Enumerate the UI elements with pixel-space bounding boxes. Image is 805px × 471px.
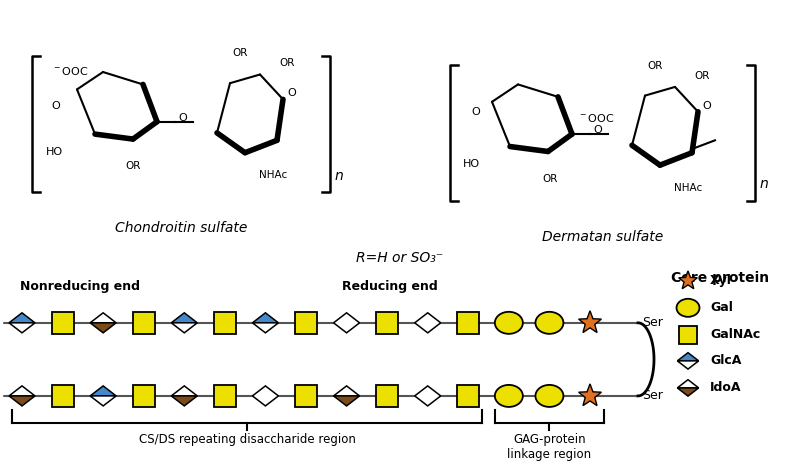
FancyBboxPatch shape (376, 312, 398, 334)
Ellipse shape (495, 385, 523, 407)
Text: Chondroitin sulfate: Chondroitin sulfate (115, 221, 247, 235)
Text: Ser: Ser (642, 317, 663, 329)
Text: OR: OR (233, 49, 248, 58)
Polygon shape (679, 271, 697, 289)
Text: GalNAc: GalNAc (710, 328, 760, 341)
Polygon shape (90, 386, 116, 396)
Text: n: n (335, 169, 344, 183)
FancyBboxPatch shape (295, 312, 317, 334)
FancyBboxPatch shape (214, 312, 236, 334)
FancyBboxPatch shape (376, 385, 398, 407)
FancyBboxPatch shape (133, 312, 155, 334)
Text: R=H or SO₃⁻: R=H or SO₃⁻ (357, 251, 444, 265)
Polygon shape (677, 380, 699, 388)
Text: OR: OR (279, 58, 295, 68)
Polygon shape (9, 323, 35, 333)
Text: OR: OR (694, 71, 710, 81)
FancyBboxPatch shape (457, 312, 479, 334)
FancyBboxPatch shape (133, 385, 155, 407)
Polygon shape (171, 323, 197, 333)
Polygon shape (253, 386, 279, 406)
Text: O: O (593, 125, 602, 135)
Text: Reducing end: Reducing end (342, 280, 438, 293)
Text: NHAc: NHAc (674, 183, 702, 193)
Ellipse shape (535, 312, 564, 334)
Polygon shape (253, 313, 279, 323)
Polygon shape (333, 396, 360, 406)
FancyBboxPatch shape (457, 385, 479, 407)
FancyBboxPatch shape (295, 385, 317, 407)
Text: O: O (471, 107, 480, 117)
Polygon shape (9, 313, 35, 323)
Text: O: O (287, 88, 295, 98)
Polygon shape (171, 396, 197, 406)
Polygon shape (415, 313, 440, 333)
Text: OR: OR (542, 174, 557, 184)
Polygon shape (677, 361, 699, 369)
Text: Xyl: Xyl (710, 274, 732, 287)
FancyBboxPatch shape (52, 312, 73, 334)
Polygon shape (677, 388, 699, 396)
Polygon shape (171, 386, 197, 396)
FancyBboxPatch shape (214, 385, 236, 407)
Text: Core protein: Core protein (671, 271, 769, 285)
Polygon shape (253, 323, 279, 333)
Polygon shape (333, 386, 360, 396)
Text: O: O (702, 100, 711, 111)
FancyBboxPatch shape (52, 385, 73, 407)
Text: CS/DS repeating disaccharide region: CS/DS repeating disaccharide region (138, 433, 356, 446)
Polygon shape (579, 311, 601, 333)
Text: O: O (52, 100, 60, 111)
Text: OR: OR (647, 61, 663, 71)
Polygon shape (9, 396, 35, 406)
Polygon shape (90, 323, 116, 333)
Text: NHAc: NHAc (259, 170, 287, 180)
Text: Ser: Ser (642, 390, 663, 402)
Text: HO: HO (463, 159, 480, 169)
Ellipse shape (535, 385, 564, 407)
Polygon shape (90, 313, 116, 323)
Polygon shape (171, 313, 197, 323)
Text: $^-$OOC: $^-$OOC (52, 65, 89, 77)
Text: OR: OR (125, 162, 140, 171)
FancyBboxPatch shape (679, 326, 697, 344)
Text: HO: HO (46, 146, 63, 156)
Polygon shape (9, 386, 35, 396)
Text: IdoA: IdoA (710, 382, 741, 394)
Text: O: O (179, 113, 188, 123)
Ellipse shape (495, 312, 523, 334)
Text: Dermatan sulfate: Dermatan sulfate (542, 230, 663, 244)
Polygon shape (415, 386, 440, 406)
Text: Nonreducing end: Nonreducing end (20, 280, 140, 293)
Polygon shape (677, 353, 699, 361)
Polygon shape (579, 384, 601, 406)
Text: GlcA: GlcA (710, 354, 741, 367)
Text: n: n (760, 177, 769, 191)
Text: $^-$OOC: $^-$OOC (578, 112, 615, 124)
Polygon shape (90, 396, 116, 406)
Ellipse shape (676, 299, 700, 317)
Text: Gal: Gal (710, 301, 733, 314)
Polygon shape (333, 313, 360, 333)
Text: GAG-protein
linkage region: GAG-protein linkage region (507, 433, 592, 461)
